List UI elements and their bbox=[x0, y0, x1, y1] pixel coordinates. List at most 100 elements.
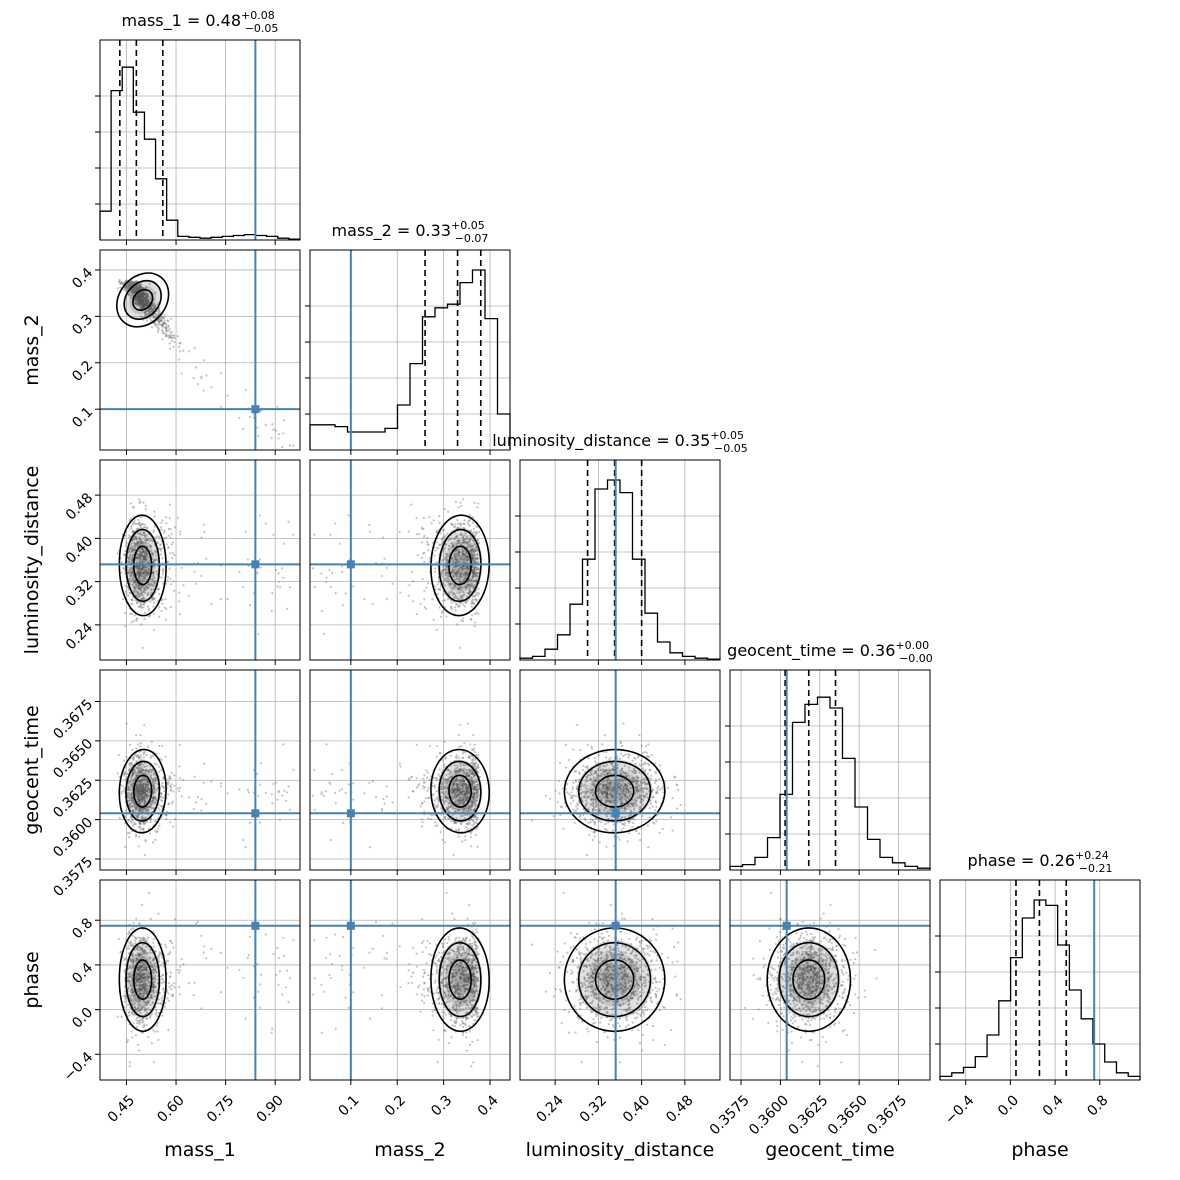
sample-point bbox=[164, 326, 168, 329]
sample-point bbox=[129, 294, 133, 297]
sample-point bbox=[128, 283, 131, 286]
sample-point bbox=[331, 772, 334, 776]
sample-point bbox=[150, 326, 154, 329]
sample-point bbox=[154, 291, 157, 294]
sample-point bbox=[124, 772, 127, 775]
sample-point bbox=[285, 607, 289, 610]
sample-point bbox=[471, 614, 474, 617]
sample-point bbox=[320, 572, 323, 575]
sample-point bbox=[324, 580, 328, 583]
sample-point bbox=[126, 287, 130, 290]
hist-panel-luminosity_distance: luminosity_distance = 0.35+0.05 −0.05 bbox=[492, 429, 748, 665]
sample-point bbox=[292, 533, 295, 536]
sample-point bbox=[128, 831, 131, 834]
sample-point bbox=[129, 602, 132, 606]
sample-point bbox=[142, 303, 145, 306]
sample-point bbox=[135, 286, 138, 290]
sample-point bbox=[161, 317, 164, 320]
sample-point bbox=[283, 419, 286, 422]
sample-point bbox=[163, 322, 166, 325]
sample-point bbox=[474, 833, 477, 836]
sample-point bbox=[153, 597, 157, 601]
sample-point bbox=[180, 372, 183, 375]
sample-point bbox=[423, 534, 426, 537]
sample-point bbox=[139, 285, 142, 288]
sample-point bbox=[164, 755, 167, 758]
sample-point bbox=[169, 335, 172, 338]
sample-point bbox=[432, 618, 435, 621]
sample-point bbox=[671, 796, 674, 800]
sample-point bbox=[125, 285, 128, 288]
sample-point bbox=[192, 807, 195, 811]
sample-point bbox=[166, 579, 169, 582]
sample-point bbox=[137, 300, 140, 303]
sample-point bbox=[133, 291, 136, 294]
sample-point bbox=[125, 542, 128, 545]
sample-point bbox=[130, 820, 133, 823]
sample-point bbox=[141, 293, 144, 297]
sample-point bbox=[271, 423, 274, 426]
sample-point bbox=[135, 287, 138, 290]
sample-point bbox=[147, 301, 150, 304]
sample-point bbox=[424, 797, 428, 800]
sample-point bbox=[329, 782, 332, 786]
scatter-panel-luminosity_distance-vs-mass_2 bbox=[309, 459, 511, 665]
sample-point bbox=[152, 315, 155, 319]
sample-point bbox=[129, 296, 132, 300]
sample-point bbox=[154, 838, 157, 841]
sample-point bbox=[341, 570, 344, 574]
sample-point bbox=[140, 296, 143, 299]
injection-marker bbox=[346, 560, 355, 569]
sample-point bbox=[160, 320, 163, 323]
sample-point bbox=[445, 615, 448, 618]
sample-point bbox=[139, 756, 142, 759]
sample-point bbox=[139, 734, 142, 737]
sample-point bbox=[178, 358, 181, 361]
sample-point bbox=[152, 531, 155, 534]
sample-point bbox=[137, 835, 141, 838]
sample-point bbox=[136, 286, 139, 289]
sample-point bbox=[272, 428, 275, 431]
sample-point bbox=[139, 302, 142, 306]
sample-point bbox=[443, 816, 446, 819]
sample-point bbox=[203, 762, 206, 765]
sample-point bbox=[154, 304, 157, 307]
sample-point bbox=[137, 293, 141, 297]
sample-point bbox=[141, 300, 144, 303]
sample-point bbox=[476, 819, 479, 822]
sample-point bbox=[147, 615, 151, 618]
sample-point bbox=[148, 310, 151, 313]
sample-point bbox=[156, 830, 159, 833]
sample-point bbox=[341, 821, 345, 824]
sample-point bbox=[138, 295, 141, 298]
sample-point bbox=[141, 292, 144, 295]
sample-point bbox=[159, 319, 163, 322]
sample-point bbox=[119, 282, 123, 285]
sample-point bbox=[126, 283, 129, 287]
y-tick-label: 0.3600 bbox=[50, 815, 96, 861]
sample-point bbox=[437, 773, 440, 776]
panel-frame bbox=[309, 669, 511, 871]
sample-point bbox=[383, 802, 386, 805]
sample-point bbox=[132, 756, 135, 760]
sample-point bbox=[145, 313, 148, 316]
sample-point bbox=[456, 623, 459, 626]
sample-point bbox=[133, 821, 136, 824]
sample-point bbox=[463, 835, 467, 838]
sample-point bbox=[151, 314, 155, 317]
sample-point bbox=[435, 776, 438, 779]
sample-point bbox=[125, 289, 128, 292]
sample-point bbox=[165, 817, 168, 821]
sample-point bbox=[134, 835, 138, 838]
sample-point bbox=[134, 287, 138, 290]
sample-point bbox=[148, 312, 151, 315]
sample-point bbox=[210, 780, 213, 783]
sample-point bbox=[426, 540, 429, 543]
sample-point bbox=[147, 311, 150, 314]
sample-point bbox=[180, 795, 183, 798]
sample-point bbox=[200, 574, 203, 578]
sample-point bbox=[146, 745, 150, 748]
sample-point bbox=[219, 405, 223, 408]
sample-point bbox=[172, 345, 175, 348]
sample-point bbox=[143, 311, 147, 315]
